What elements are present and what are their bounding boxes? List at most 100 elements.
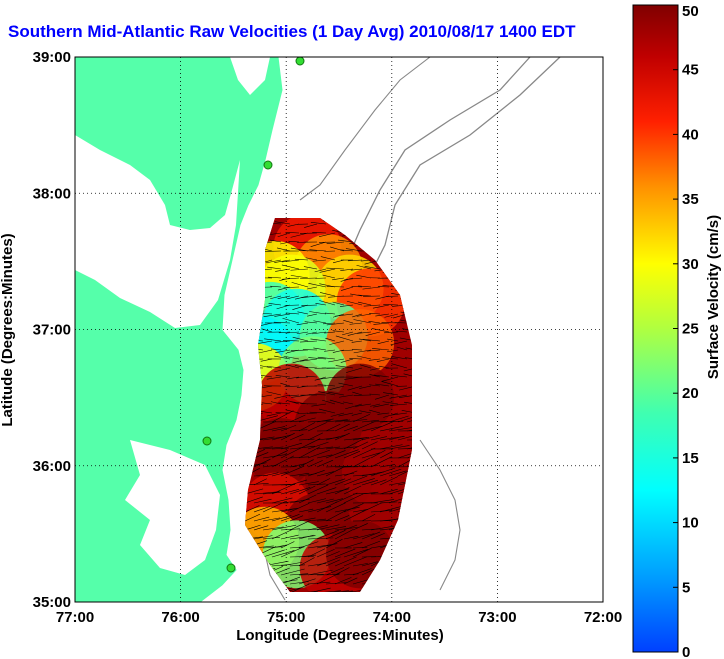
velocity-arrow bbox=[370, 525, 395, 531]
x-tick-label: 72:00 bbox=[584, 609, 622, 626]
velocity-arrow bbox=[326, 241, 345, 244]
velocity-arrow bbox=[310, 222, 327, 225]
velocity-arrow bbox=[280, 576, 301, 585]
velocity-arrow bbox=[270, 285, 282, 288]
velocity-arrow bbox=[343, 320, 354, 324]
grid-lines bbox=[75, 57, 603, 602]
velocity-arrow bbox=[361, 491, 379, 495]
velocity-arrow bbox=[356, 264, 372, 270]
velocity-arrow bbox=[255, 340, 273, 345]
velocity-arrow bbox=[289, 573, 309, 576]
velocity-arrow bbox=[282, 317, 300, 324]
velocity-arrow bbox=[387, 338, 399, 342]
velocity-arrow bbox=[262, 501, 286, 513]
velocity-arrow bbox=[292, 336, 309, 342]
velocity-arrow bbox=[326, 285, 345, 288]
velocity-arrow bbox=[343, 438, 364, 450]
velocity-arrow bbox=[328, 391, 345, 396]
radar-station-marker bbox=[202, 436, 212, 446]
velocity-arrow bbox=[334, 515, 350, 522]
velocity-arrow bbox=[390, 340, 408, 346]
velocity-arrow bbox=[340, 268, 354, 272]
velocity-arrow bbox=[271, 497, 293, 504]
velocity-arrow bbox=[325, 567, 345, 576]
velocity-arrow bbox=[353, 319, 372, 324]
velocity-arrow bbox=[403, 367, 412, 372]
velocity-arrow bbox=[280, 534, 299, 540]
velocity-arrow bbox=[262, 526, 284, 531]
velocity-arrow bbox=[330, 246, 345, 252]
velocity-arrow bbox=[297, 412, 309, 415]
velocity-arrow bbox=[386, 349, 399, 353]
velocity-arrow bbox=[298, 481, 319, 486]
velocity-arrow bbox=[366, 349, 381, 352]
velocity-arrow bbox=[298, 541, 319, 549]
velocity-arrow bbox=[262, 454, 287, 459]
velocity-arrow bbox=[361, 441, 378, 450]
plot-frame bbox=[74, 56, 604, 603]
velocity-arrow bbox=[369, 409, 381, 414]
velocity-arrow bbox=[334, 423, 350, 432]
velocity-arrow bbox=[356, 355, 372, 360]
velocity-arrow bbox=[280, 508, 295, 513]
velocity-arrow bbox=[334, 529, 354, 540]
velocity-arrow bbox=[374, 394, 390, 400]
velocity-arrow bbox=[399, 385, 412, 391]
colorbar-tick-label: 5 bbox=[682, 579, 690, 596]
velocity-arrow bbox=[253, 498, 272, 504]
velocity-arrow bbox=[389, 403, 408, 406]
velocity-arrow bbox=[299, 358, 318, 362]
velocity-arrow bbox=[311, 403, 327, 407]
velocity-arrow bbox=[262, 426, 286, 432]
velocity-arrow bbox=[280, 382, 291, 387]
velocity-arrow bbox=[377, 286, 390, 288]
velocity-arrow bbox=[404, 357, 412, 360]
velocity-arrow bbox=[325, 434, 346, 441]
velocity-arrow bbox=[288, 240, 300, 243]
velocity-arrow bbox=[326, 322, 345, 326]
colorbar-tick-label: 45 bbox=[682, 62, 699, 79]
velocity-arrow bbox=[349, 322, 363, 325]
velocity-arrow bbox=[280, 514, 300, 522]
velocity-arrow bbox=[319, 300, 336, 306]
velocity-arrow bbox=[388, 481, 409, 486]
velocity-arrow bbox=[298, 517, 316, 522]
velocity-arrow bbox=[334, 492, 358, 504]
velocity-arrow bbox=[378, 365, 390, 369]
velocity-arrow bbox=[347, 385, 363, 391]
velocity-arrow bbox=[325, 465, 346, 477]
velocity-arrow bbox=[352, 447, 376, 459]
velocity-arrow bbox=[373, 403, 390, 408]
velocity-arrow bbox=[271, 447, 289, 450]
velocity-arrow bbox=[352, 523, 368, 531]
velocity-arrow bbox=[298, 459, 314, 468]
velocity-arrow bbox=[245, 505, 260, 513]
velocity-arrow bbox=[379, 444, 403, 450]
velocity-arrow bbox=[309, 249, 327, 252]
x-tick-label: 77:00 bbox=[56, 609, 94, 626]
velocity-arrow bbox=[390, 412, 408, 416]
velocity-arrow bbox=[316, 446, 333, 450]
velocity-arrow bbox=[325, 488, 350, 495]
velocity-arrow bbox=[271, 450, 289, 459]
x-tick-label: 75:00 bbox=[267, 609, 305, 626]
velocity-arrow bbox=[274, 259, 291, 263]
velocity-arrow bbox=[274, 221, 291, 225]
velocity-arrow bbox=[289, 472, 310, 477]
velocity-arrow bbox=[265, 259, 282, 264]
velocity-arrow bbox=[351, 285, 363, 288]
velocity-arrow bbox=[370, 449, 386, 459]
velocity-arrow bbox=[303, 266, 318, 270]
velocity-arrow bbox=[358, 285, 372, 288]
velocity-arrow bbox=[289, 515, 304, 522]
velocity-arrow bbox=[253, 458, 271, 468]
velocity-arrow bbox=[361, 452, 380, 459]
velocity-arrow bbox=[386, 295, 399, 297]
velocity-arrow bbox=[307, 441, 329, 450]
velocity-arrow bbox=[295, 376, 309, 379]
velocity-arrow bbox=[359, 410, 372, 414]
velocity-arrow bbox=[334, 449, 359, 459]
velocity-arrow bbox=[381, 322, 399, 324]
velocity-arrow bbox=[253, 535, 273, 540]
velocity-arrow bbox=[319, 292, 336, 297]
